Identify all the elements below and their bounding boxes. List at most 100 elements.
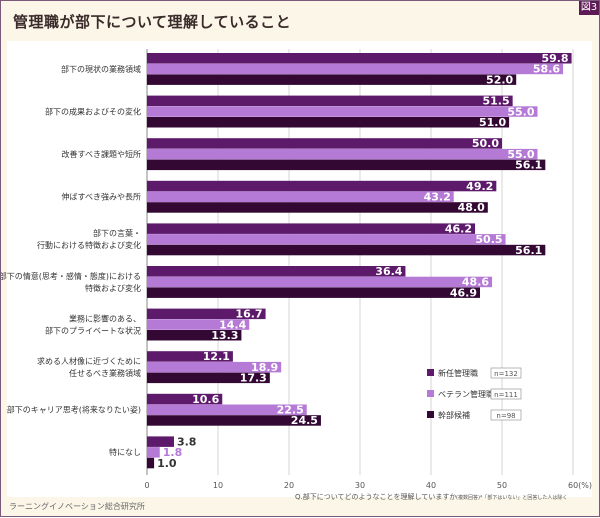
data-label: 17.3 [240,372,267,385]
question-note-small: (複数回答)*「部下はいない」と回答した人は除く [456,494,567,501]
category-label: 行動における特徴および変化 [37,240,141,250]
data-label: 48.0 [458,201,485,214]
data-label: 55.0 [507,105,534,118]
legend-n-label: n=111 [494,391,518,399]
bar [147,308,266,320]
category-label: 任せるべき業務領域 [69,368,141,378]
data-label: 1.0 [157,457,177,470]
data-label: 18.9 [251,361,278,374]
bar [147,436,174,447]
x-tick-label: 10 [213,481,223,490]
bar [147,138,502,149]
data-label: 16.7 [235,308,262,321]
data-label: 48.6 [462,276,489,289]
bar [147,63,564,75]
data-label: 22.5 [277,404,304,417]
data-label: 46.9 [450,286,477,299]
bar [147,372,270,384]
data-label: 13.3 [211,329,238,342]
data-label: 58.6 [533,63,560,76]
category-label: 部下のプライベートな状況 [45,325,141,335]
category-label: 特徴および変化 [85,283,141,293]
legend-swatch [427,411,434,418]
legend-swatch [427,369,434,376]
data-label: 52.0 [486,73,513,86]
data-label: 12.1 [203,350,230,363]
category-label: 部下の情意(思考・感情・態度)における [1,271,141,281]
bar [147,180,497,192]
category-label: 業務に影響のある、 [69,313,141,323]
data-label: 56.1 [515,244,542,257]
data-label: 24.5 [291,414,318,427]
x-tick-label: 30 [355,481,365,490]
category-label: 部下の成果およびその変化 [45,106,141,116]
bar [147,148,538,160]
data-label: 50.0 [472,137,499,150]
data-label: 36.4 [375,265,402,278]
data-label: 59.8 [541,52,568,65]
data-label: 49.2 [466,180,493,193]
bar [147,404,307,415]
data-label: 10.6 [192,393,219,406]
question-note: Q.部下についてどのようなことを理解していますか [295,492,456,501]
bar [147,447,160,458]
category-label: 伸ばすべき強みや長所 [62,192,141,202]
data-label: 51.5 [483,95,510,108]
legend-swatch [427,390,434,397]
bar [147,202,488,213]
bar [147,287,480,298]
bar [147,106,538,117]
data-label: 3.8 [177,435,197,448]
category-label: 部下の現状の業務領域 [61,64,141,74]
x-tick-label: 40 [426,481,436,490]
bar [147,223,476,234]
bar [147,266,406,277]
x-tick-label: 50 [497,481,507,490]
legend-n-box [490,367,522,379]
bar [147,276,493,288]
legend-n-box [490,409,522,421]
data-label: 56.1 [515,159,542,172]
bar [147,361,282,373]
figure-tag: 図3 [579,1,599,15]
bar [147,95,513,107]
bar [147,393,223,405]
bar [147,457,155,469]
legend-label: 幹部候補 [438,410,470,420]
x-tick-label: 0 [144,481,149,490]
category-label: 特になし [109,447,141,457]
legend-label: 新任管理職 [438,368,478,378]
category-label: 求める人材像に近づくために [37,356,141,366]
legend-n-label: n=98 [496,412,515,420]
category-label: 部下の言葉・ [93,228,141,238]
bar [147,244,546,256]
category-label: 部下のキャリア思考(将来なりたい姿) [7,405,141,415]
bar [147,191,454,202]
data-label: 55.0 [507,148,534,161]
legend-n-box [490,388,522,400]
credit-text: ラーニングイノベーション総合研究所 [9,502,145,511]
legend-n-label: n=132 [494,370,518,378]
data-label: 14.4 [219,318,246,331]
x-tick-label: 20 [284,481,294,490]
bar [147,351,233,362]
bar [147,159,546,171]
chart-title: 管理職が部下について理解していること [13,13,292,31]
data-label: 43.2 [424,191,451,204]
bar [147,234,506,245]
legend-label: ベテラン管理職 [438,389,494,399]
bar [147,319,250,330]
bar [147,74,517,85]
data-label: 50.5 [475,233,502,246]
bar [147,415,321,426]
bar [147,117,510,128]
x-tick-label: 60(%) [568,481,592,490]
data-label: 1.8 [163,446,183,459]
data-label: 51.0 [479,116,506,129]
bar [147,330,242,341]
category-label: 改善すべき課題や短所 [62,149,141,159]
data-label: 46.2 [445,222,472,235]
bar [147,53,572,64]
